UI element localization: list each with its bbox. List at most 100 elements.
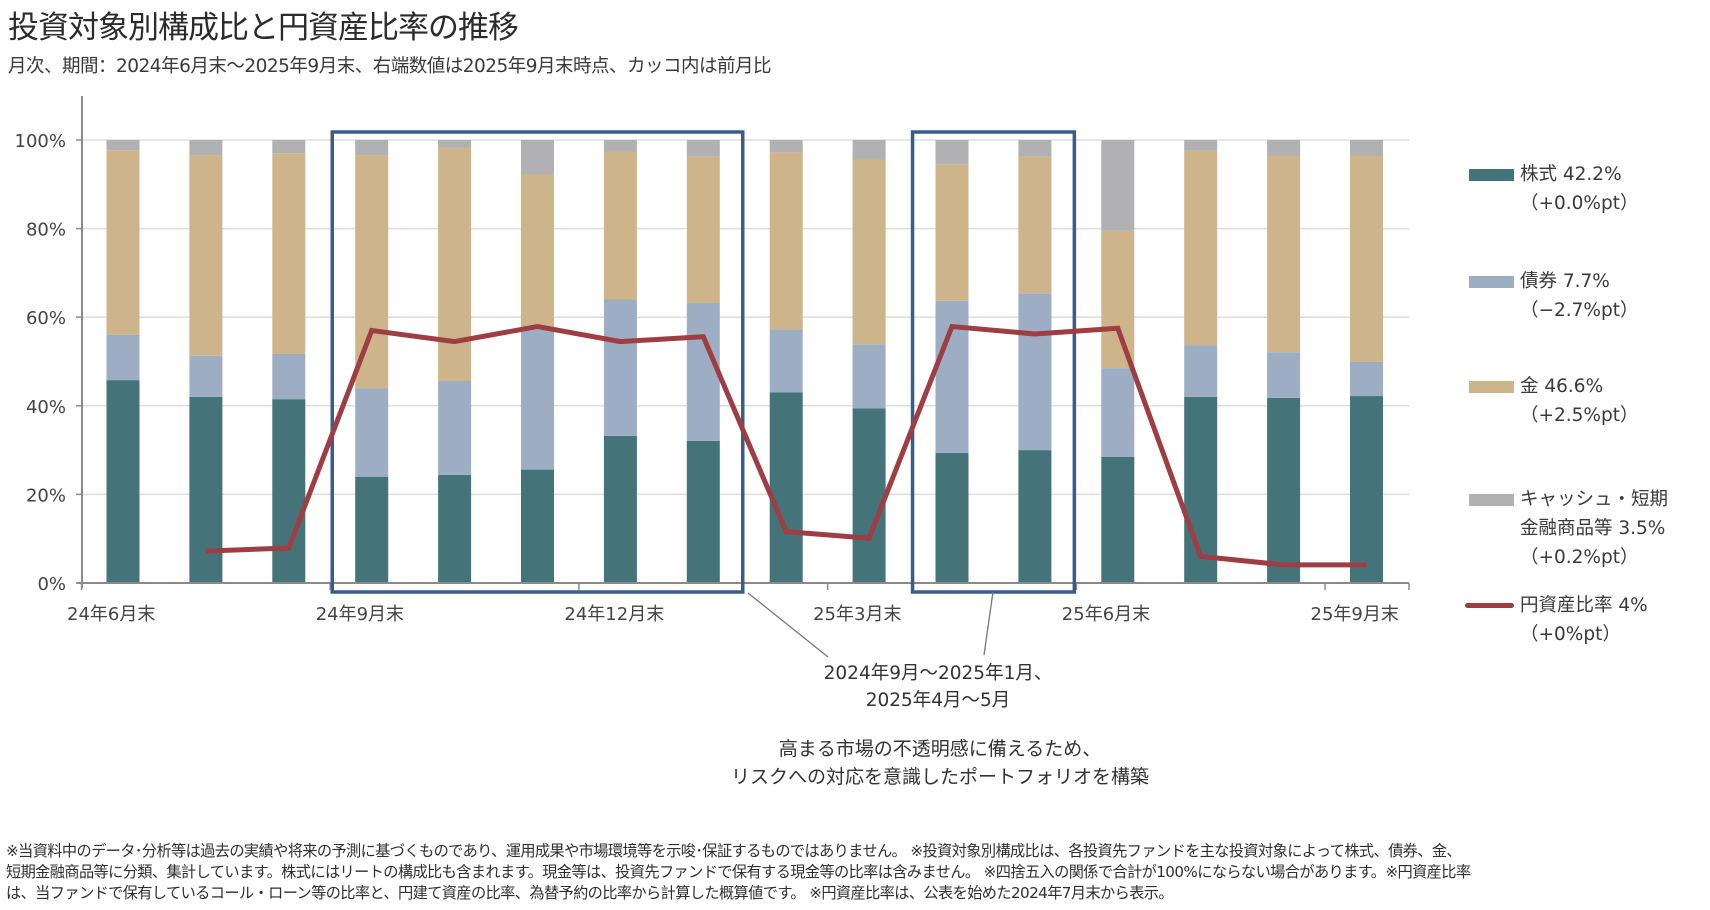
y-tick-label: 60% xyxy=(26,308,66,329)
y-tick-label: 100% xyxy=(15,131,66,152)
legend-change-yen-ratio: （+0%pt） xyxy=(1520,624,1621,645)
bar-stack xyxy=(1184,140,1218,583)
bar-stack xyxy=(189,140,223,583)
annotation-leader-1 xyxy=(747,592,829,658)
annotation-period-line1: 2024年9月～2025年1月、 xyxy=(823,663,1053,684)
footnote-line: 短期金融商品等に分類、集計しています。株式にはリートの構成比も含まれます。現金等… xyxy=(6,863,1471,881)
annotation-comment-line2: リスクへの対応を意識したポートフォリオを構築 xyxy=(730,766,1149,788)
legend-swatch-yen-ratio xyxy=(1465,603,1514,608)
legend-change-gold: （+2.5%pt） xyxy=(1520,405,1639,426)
bar-segment-gold xyxy=(1267,155,1301,353)
bar-stack xyxy=(438,140,472,583)
bar-stack xyxy=(935,140,969,583)
x-tick-label: 24年9月末 xyxy=(316,604,404,625)
bar-segment-gold xyxy=(438,147,472,381)
bar-segment-cash xyxy=(272,140,306,154)
footnote-line: ※当資料中のデータ･分析等は過去の実績や将来の予測に基づくものであり、運用成果や… xyxy=(6,842,1462,860)
bar-segment-gold xyxy=(106,150,140,335)
bar-stack xyxy=(686,140,720,583)
bar-segment-equity xyxy=(189,396,223,583)
bar-segment-cash xyxy=(438,140,472,148)
annotation-comment: 高まる市場の不透明感に備えるため、 リスクへの対応を意識したポートフォリオを構築 xyxy=(690,735,1190,791)
bar-stack xyxy=(355,140,389,583)
legend-swatch-cash xyxy=(1469,494,1514,506)
bar-segment-cash xyxy=(686,140,720,157)
legend-swatch-gold xyxy=(1469,381,1514,393)
bar-segment-bond xyxy=(1350,361,1383,397)
bar-stack xyxy=(1350,140,1383,583)
legend-label-yen-ratio: 円資産比率 4% xyxy=(1520,595,1648,616)
footnote-line: は、当ファンドで保有しているコール・ローン等の比率と、円建て資産の比率、為替予約… xyxy=(6,884,1174,902)
bar-stack xyxy=(106,140,140,583)
bar-segment-cash xyxy=(189,140,223,156)
bar-segment-gold xyxy=(272,153,306,354)
bar-segment-equity xyxy=(1350,396,1383,583)
bar-segment-bond xyxy=(686,303,720,441)
bar-segment-bond xyxy=(935,300,969,453)
legend-label-cash-line2: 金融商品等 3.5% xyxy=(1520,518,1666,539)
bar-stack xyxy=(769,140,803,583)
bar-segment-gold xyxy=(686,156,720,304)
bar-segment-bond xyxy=(189,355,223,397)
y-tick-label: 80% xyxy=(26,220,66,241)
bar-segment-bond xyxy=(1267,352,1301,398)
highlight-box xyxy=(910,130,1077,594)
bar-segment-cash xyxy=(1018,140,1052,157)
bar-segment-cash xyxy=(769,140,803,153)
highlight-box xyxy=(330,130,745,594)
bar-segment-cash xyxy=(106,140,140,151)
bar-segment-cash xyxy=(852,140,886,160)
legend-change-equity: （+0.0%pt） xyxy=(1520,193,1639,214)
bar-segment-bond xyxy=(438,380,472,475)
footnotes: ※当資料中のデータ･分析等は過去の実績や将来の予測に基づくものであり、運用成果や… xyxy=(6,841,1706,904)
bar-segment-cash xyxy=(1350,140,1383,156)
bar-segment-bond xyxy=(1018,293,1052,451)
bar-segment-cash xyxy=(1267,140,1301,156)
bar-segment-cash xyxy=(521,140,554,175)
legend-label-gold: 金 46.6% xyxy=(1520,376,1604,397)
bar-segment-equity xyxy=(686,440,720,583)
bar-stack xyxy=(852,140,886,583)
bar-segment-gold xyxy=(935,164,969,301)
bar-segment-gold xyxy=(852,159,886,345)
y-axis-ticks: 0% 20% 40% 60% 80% 100% xyxy=(15,131,82,595)
bar-segment-equity xyxy=(769,392,803,583)
bar-segment-gold xyxy=(1018,156,1052,294)
bar-segment-bond xyxy=(852,344,886,409)
bar-stack xyxy=(272,140,306,583)
bar-segment-bond xyxy=(769,329,803,393)
annotation-period: 2024年9月～2025年1月、 2025年4月～5月 xyxy=(778,660,1098,714)
legend-label-bond: 債券 7.7% xyxy=(1520,271,1610,292)
x-axis-ticks: 24年6月末 24年9月末 24年12月末 25年3月末 25年6月末 25年9月末 xyxy=(67,583,1410,625)
bar-stack xyxy=(1267,140,1301,583)
yen-ratio-line-group xyxy=(205,323,1367,568)
bar-segment-gold xyxy=(355,155,389,389)
x-tick-label: 24年12月末 xyxy=(564,604,664,625)
bar-segment-bond xyxy=(1184,345,1218,397)
chart-subtitle: 月次、期間：2024年6月末～2025年9月末、右端数値は2025年9月末時点、… xyxy=(8,56,772,77)
bar-stack xyxy=(603,140,637,583)
bar-segment-bond xyxy=(603,299,637,436)
bar-segment-equity xyxy=(1101,456,1135,583)
bar-segment-equity xyxy=(355,476,389,583)
bar-segment-equity xyxy=(1018,450,1052,583)
bar-segment-gold xyxy=(189,155,223,356)
bar-segment-equity xyxy=(272,399,306,583)
bar-segment-cash xyxy=(603,140,637,152)
bar-segment-equity xyxy=(521,469,554,583)
x-tick-label: 24年6月末 xyxy=(67,604,155,625)
x-tick-label: 25年9月末 xyxy=(1311,604,1399,625)
bar-segment-gold xyxy=(1350,155,1383,362)
legend-swatch-bond xyxy=(1469,276,1514,288)
bar-segment-equity xyxy=(852,408,886,583)
chart-title: 投資対象別構成比と円資産比率の推移 xyxy=(8,10,519,46)
legend-change-bond: （−2.7%pt） xyxy=(1520,300,1639,321)
annotation-leaders xyxy=(747,591,994,658)
y-tick-label: 0% xyxy=(37,574,66,595)
x-tick-label: 25年3月末 xyxy=(813,604,901,625)
annotation-period-line2: 2025年4月～5月 xyxy=(865,690,1011,711)
bar-segment-cash xyxy=(1184,140,1218,151)
legend-change-cash: （+0.2%pt） xyxy=(1520,547,1639,568)
legend-label-cash-line1: キャッシュ・短期 xyxy=(1520,489,1669,510)
y-tick-label: 40% xyxy=(26,397,66,418)
